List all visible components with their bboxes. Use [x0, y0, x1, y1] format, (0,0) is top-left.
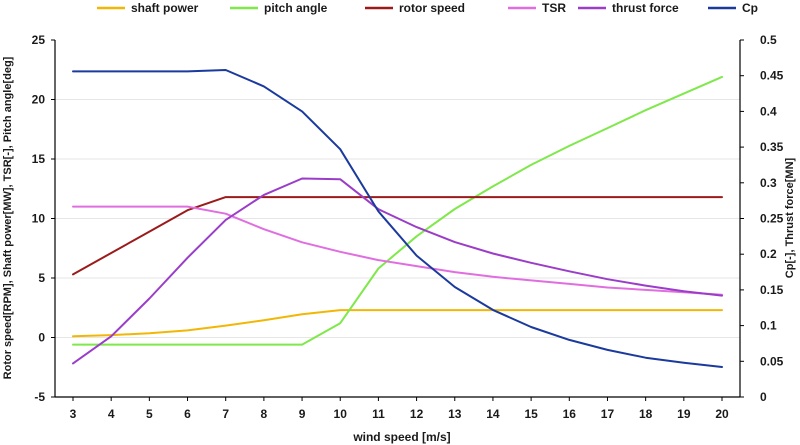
series-line-tsr: [72, 205, 723, 296]
y-left-tick-label: 5: [38, 271, 45, 285]
y-right-tick-label: 0.45: [760, 69, 784, 83]
y-left-tick-label: 20: [32, 93, 46, 107]
x-tick-label: 3: [70, 407, 77, 421]
x-tick-label: 10: [334, 407, 348, 421]
x-tick-label: 15: [524, 407, 538, 421]
series-line-cp: [72, 69, 723, 368]
legend-label-cp: Cp: [742, 1, 758, 15]
series-line-thrust-force: [72, 177, 723, 365]
series-line-rotor-speed: [72, 196, 723, 276]
y-right-tick-label: 0.5: [760, 33, 777, 47]
legend-label-tsr: TSR: [542, 1, 566, 15]
y-right-tick-label: 0.15: [760, 283, 784, 297]
y-left-tick-label: 25: [32, 33, 46, 47]
y-left-tick-label: 15: [32, 152, 46, 166]
series-line-pitch-angle: [72, 75, 723, 346]
y-axis-label-right: Cp[-], Thrust force[MN]: [784, 157, 796, 278]
x-tick-label: 12: [410, 407, 424, 421]
x-tick-label: 8: [261, 407, 268, 421]
y-left-tick-label: -5: [34, 390, 45, 404]
axes: -5 0 5 10 15 20 25 0 0.05 0.1 0.15 0.2 0.25 0.3 0.35 0.…: [32, 33, 784, 421]
x-tick-label: 17: [601, 407, 615, 421]
x-tick-label: 16: [563, 407, 577, 421]
y-right-tick-label: 0.3: [760, 176, 777, 190]
series-lines: [72, 69, 723, 368]
y-right-tick-label: 0.1: [760, 319, 777, 333]
legend: shaft power pitch angle rotor speed TSR thru…: [97, 1, 758, 15]
x-tick-label: 14: [486, 407, 500, 421]
legend-label-thrust-force: thrust force: [612, 1, 679, 15]
x-tick-label: 11: [372, 407, 385, 421]
x-tick-label: 13: [448, 407, 462, 421]
x-tick-label: 5: [146, 407, 153, 421]
y-right-tick-label: 0.35: [760, 140, 784, 154]
x-tick-label: 9: [299, 407, 306, 421]
x-axis-label: wind speed [m/s]: [352, 430, 450, 444]
legend-label-shaft-power: shaft power: [131, 1, 199, 15]
y-right-tick-label: 0.4: [760, 104, 777, 118]
legend-label-rotor-speed: rotor speed: [399, 1, 465, 15]
y-axis-label-left: Rotor speed[RPM], Shaft power[MW], TSR[-…: [2, 56, 14, 379]
y-left-tick-label: 0: [38, 331, 45, 345]
legend-label-pitch-angle: pitch angle: [264, 1, 328, 15]
x-tick-label: 4: [108, 407, 115, 421]
y-right-tick-label: 0.25: [760, 212, 784, 226]
axis-titles: wind speed [m/s] Rotor speed[RPM], Shaft…: [2, 56, 796, 444]
y-right-tick-label: 0: [760, 390, 767, 404]
y-left-tick-label: 10: [32, 212, 46, 226]
y-right-tick-label: 0.2: [760, 247, 777, 261]
x-tick-label: 6: [184, 407, 191, 421]
series-line-shaft-power: [72, 309, 723, 338]
x-tick-label: 18: [639, 407, 653, 421]
x-tick-label: 7: [222, 407, 229, 421]
x-tick-label: 19: [677, 407, 691, 421]
y-right-tick-label: 0.05: [760, 354, 784, 368]
x-tick-label: 20: [715, 407, 729, 421]
